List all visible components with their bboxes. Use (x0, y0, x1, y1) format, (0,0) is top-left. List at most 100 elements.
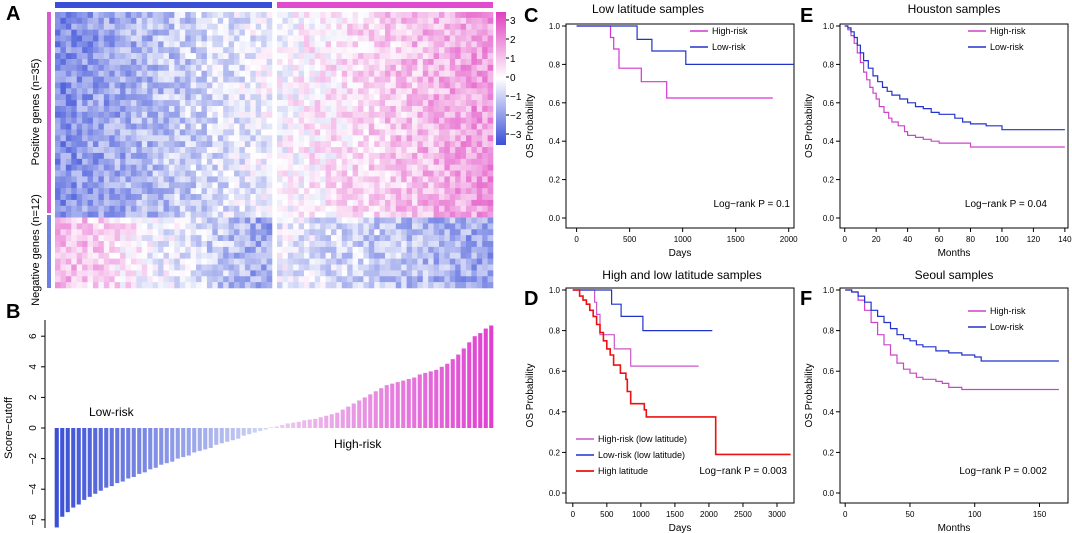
heatmap-cell (417, 141, 424, 148)
heatmap-cell (466, 123, 472, 130)
heatmap-cell (476, 47, 483, 54)
heatmap-cell (428, 58, 434, 66)
panel-a-heatmap: A Positive genes (n=35) Negative genes (… (6, 2, 522, 306)
heatmap-cell (223, 241, 229, 248)
heatmap-cell (401, 17, 407, 25)
heatmap-cell (261, 135, 267, 142)
heatmap-cell (385, 223, 391, 230)
heatmap-cell (293, 164, 299, 171)
heatmap-cell (433, 264, 440, 271)
heatmap-cell (179, 182, 186, 189)
heatmap-cell (304, 82, 310, 89)
heatmap-cell (314, 64, 321, 72)
heatmap-cell (250, 194, 257, 201)
heatmap-cell (293, 152, 299, 160)
heatmap-cell (190, 217, 197, 224)
heatmap-cell (341, 152, 348, 160)
heatmap-cell (190, 205, 197, 212)
heatmap-cell (125, 235, 132, 242)
heatmap-cell (476, 17, 483, 25)
heatmap-cell (401, 211, 407, 218)
heatmap-cell (482, 152, 488, 160)
heatmap-cell (98, 64, 105, 72)
heatmap-cell (158, 199, 164, 207)
heatmap-cell (406, 123, 413, 130)
heatmap-cell (147, 270, 153, 277)
heatmap-cell (439, 158, 445, 165)
b-bar (98, 428, 103, 491)
log-rank-p-value: Log−rank P = 0.04 (965, 199, 1048, 210)
heatmap-cell (422, 70, 429, 77)
heatmap-cell (449, 205, 456, 212)
heatmap-cell (363, 194, 370, 201)
heatmap-cell (65, 117, 72, 124)
heatmap-cell (136, 105, 143, 113)
heatmap-cell (304, 223, 310, 230)
heatmap-cell (374, 199, 380, 207)
heatmap-cell (223, 100, 229, 107)
heatmap-cell (158, 100, 164, 107)
heatmap-cell (347, 282, 353, 289)
heatmap-cell (476, 158, 483, 165)
heatmap-cell (87, 117, 94, 124)
heatmap-cell (147, 235, 153, 242)
b-bar (170, 428, 175, 462)
heatmap-cell (261, 205, 267, 212)
heatmap-cell (87, 147, 94, 154)
b-bar (417, 374, 422, 428)
heatmap-cell (433, 105, 440, 113)
heatmap-cell (444, 152, 451, 160)
heatmap-cell (428, 117, 434, 124)
heatmap-cell (239, 282, 246, 289)
heatmap-cell (374, 111, 380, 118)
heatmap-cell (336, 100, 343, 107)
heatmap-cell (401, 76, 407, 83)
heatmap-cell (141, 129, 148, 136)
heatmap-cell (482, 111, 488, 118)
heatmap-cell (76, 182, 83, 189)
heatmap-cell (358, 82, 364, 89)
heatmap-cell (103, 217, 110, 224)
heatmap-cell (417, 53, 424, 60)
heatmap-cell (55, 158, 61, 165)
heatmap-cell (395, 147, 402, 154)
heatmap-cell (406, 170, 413, 177)
heatmap-cell (287, 164, 294, 171)
heatmap-cell (136, 88, 143, 95)
heatmap-cell (196, 111, 202, 118)
heatmap-cell (287, 170, 294, 177)
heatmap-cell (331, 223, 337, 230)
heatmap-cell (287, 70, 294, 77)
series-high-risk-line (844, 25, 1065, 148)
heatmap-cell (120, 252, 126, 259)
heatmap-cell (71, 282, 77, 289)
heatmap-cell (255, 76, 262, 83)
heatmap-cell (331, 164, 337, 171)
heatmap-cell (168, 264, 175, 271)
heatmap-cell (390, 105, 397, 113)
heatmap-cell (379, 199, 386, 207)
heatmap-cell (482, 141, 488, 148)
heatmap-cell (87, 53, 94, 60)
heatmap-cell (476, 252, 483, 259)
heatmap-cell (120, 211, 126, 218)
heatmap-cell (287, 217, 294, 224)
heatmap-cell (439, 211, 445, 218)
heatmap-cell (298, 182, 305, 189)
heatmap-cell (460, 170, 467, 177)
heatmap-cell (223, 17, 229, 25)
heatmap-cell (336, 94, 343, 101)
heatmap-cell (471, 111, 478, 118)
heatmap-cell (331, 152, 337, 160)
heatmap-cell (168, 82, 175, 89)
b-bar (324, 415, 329, 428)
heatmap-cell (417, 176, 424, 183)
heatmap-cell (455, 217, 461, 224)
heatmap-cell (309, 58, 316, 66)
heatmap-cell (482, 88, 488, 95)
heatmap-cell (363, 211, 370, 218)
heatmap-cell (261, 41, 267, 48)
heatmap-cell (455, 205, 461, 212)
heatmap-cell (92, 111, 99, 118)
heatmap-cell (163, 246, 170, 254)
